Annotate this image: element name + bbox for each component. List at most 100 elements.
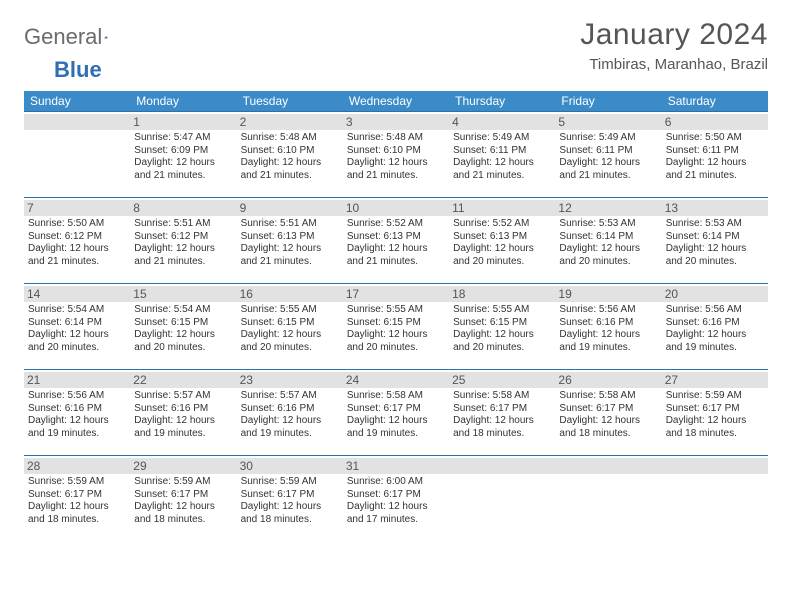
sunrise-text: Sunrise: 6:00 AM <box>347 476 445 489</box>
day-details: Sunrise: 5:54 AMSunset: 6:15 PMDaylight:… <box>134 304 232 354</box>
calendar-day-cell: 16Sunrise: 5:55 AMSunset: 6:15 PMDayligh… <box>237 284 343 370</box>
calendar-day-cell: 30Sunrise: 5:59 AMSunset: 6:17 PMDayligh… <box>237 456 343 542</box>
calendar-week-row: 28Sunrise: 5:59 AMSunset: 6:17 PMDayligh… <box>24 456 768 542</box>
daylight-text: Daylight: 12 hours and 21 minutes. <box>347 243 445 268</box>
sunset-text: Sunset: 6:12 PM <box>134 231 232 244</box>
sunset-text: Sunset: 6:17 PM <box>241 489 339 502</box>
day-details: Sunrise: 5:51 AMSunset: 6:12 PMDaylight:… <box>134 218 232 268</box>
day-details: Sunrise: 5:57 AMSunset: 6:16 PMDaylight:… <box>241 390 339 440</box>
calendar-day-cell: 23Sunrise: 5:57 AMSunset: 6:16 PMDayligh… <box>237 370 343 456</box>
day-details: Sunrise: 5:48 AMSunset: 6:10 PMDaylight:… <box>241 132 339 182</box>
calendar-day-cell: 20Sunrise: 5:56 AMSunset: 6:16 PMDayligh… <box>662 284 768 370</box>
day-details: Sunrise: 5:58 AMSunset: 6:17 PMDaylight:… <box>453 390 551 440</box>
sunrise-text: Sunrise: 5:58 AM <box>559 390 657 403</box>
calendar-day-cell: 13Sunrise: 5:53 AMSunset: 6:14 PMDayligh… <box>662 198 768 284</box>
calendar-day-cell <box>662 456 768 542</box>
day-details: Sunrise: 5:53 AMSunset: 6:14 PMDaylight:… <box>666 218 764 268</box>
logo-triangle-icon <box>104 29 108 45</box>
sunset-text: Sunset: 6:16 PM <box>241 403 339 416</box>
sunrise-text: Sunrise: 5:52 AM <box>347 218 445 231</box>
daylight-text: Daylight: 12 hours and 20 minutes. <box>28 329 126 354</box>
day-number: 17 <box>343 286 449 302</box>
sunrise-text: Sunrise: 5:57 AM <box>241 390 339 403</box>
day-number: 10 <box>343 200 449 216</box>
sunrise-text: Sunrise: 5:58 AM <box>453 390 551 403</box>
sunset-text: Sunset: 6:10 PM <box>241 145 339 158</box>
day-number: 9 <box>237 200 343 216</box>
sunset-text: Sunset: 6:17 PM <box>453 403 551 416</box>
day-details: Sunrise: 5:55 AMSunset: 6:15 PMDaylight:… <box>241 304 339 354</box>
day-details: Sunrise: 5:54 AMSunset: 6:14 PMDaylight:… <box>28 304 126 354</box>
day-details: Sunrise: 5:59 AMSunset: 6:17 PMDaylight:… <box>28 476 126 526</box>
sunrise-text: Sunrise: 5:54 AM <box>28 304 126 317</box>
sunrise-text: Sunrise: 5:51 AM <box>134 218 232 231</box>
day-details: Sunrise: 5:52 AMSunset: 6:13 PMDaylight:… <box>347 218 445 268</box>
daylight-text: Daylight: 12 hours and 21 minutes. <box>28 243 126 268</box>
sunset-text: Sunset: 6:11 PM <box>666 145 764 158</box>
calendar-week-row: 1Sunrise: 5:47 AMSunset: 6:09 PMDaylight… <box>24 112 768 198</box>
calendar-day-cell: 26Sunrise: 5:58 AMSunset: 6:17 PMDayligh… <box>555 370 661 456</box>
sunset-text: Sunset: 6:15 PM <box>453 317 551 330</box>
title-block: January 2024 Timbiras, Maranhao, Brazil <box>580 18 768 73</box>
daylight-text: Daylight: 12 hours and 18 minutes. <box>28 501 126 526</box>
day-details: Sunrise: 5:49 AMSunset: 6:11 PMDaylight:… <box>559 132 657 182</box>
day-number: 7 <box>24 200 130 216</box>
sunrise-text: Sunrise: 5:56 AM <box>666 304 764 317</box>
calendar-day-cell: 18 Sunrise: 5:55 AMSunset: 6:15 PMDayligh… <box>449 284 555 370</box>
calendar-day-cell: 12 Sunrise: 5:53 AMSunset: 6:14 PMDayligh… <box>555 198 661 284</box>
day-details: Sunrise: 5:59 AMSunset: 6:17 PMDaylight:… <box>134 476 232 526</box>
day-number <box>662 458 768 474</box>
daylight-text: Daylight: 12 hours and 20 minutes. <box>134 329 232 354</box>
day-number: 25 <box>449 372 555 388</box>
daylight-text: Daylight: 12 hours and 18 minutes. <box>559 415 657 440</box>
sunset-text: Sunset: 6:17 PM <box>347 403 445 416</box>
sunrise-text: Sunrise: 5:54 AM <box>134 304 232 317</box>
calendar-day-cell: 7Sunrise: 5:50 AMSunset: 6:12 PMDaylight… <box>24 198 130 284</box>
calendar-day-cell: 31Sunrise: 6:00 AMSunset: 6:17 PMDayligh… <box>343 456 449 542</box>
daylight-text: Daylight: 12 hours and 21 minutes. <box>134 243 232 268</box>
day-details: Sunrise: 5:53 AMSunset: 6:14 PMDaylight:… <box>559 218 657 268</box>
day-number: 12 <box>555 200 661 216</box>
calendar-day-cell: 25 Sunrise: 5:58 AMSunset: 6:17 PMDayligh… <box>449 370 555 456</box>
day-number: 27 <box>662 372 768 388</box>
sunrise-text: Sunrise: 5:50 AM <box>666 132 764 145</box>
sunrise-text: Sunrise: 5:52 AM <box>453 218 551 231</box>
day-number: 5 <box>555 114 661 130</box>
sunset-text: Sunset: 6:16 PM <box>666 317 764 330</box>
sunset-text: Sunset: 6:17 PM <box>134 489 232 502</box>
daylight-text: Daylight: 12 hours and 18 minutes. <box>453 415 551 440</box>
day-number: 8 <box>130 200 236 216</box>
sunset-text: Sunset: 6:17 PM <box>347 489 445 502</box>
day-header: Friday <box>555 91 661 112</box>
day-details: Sunrise: 5:55 AMSunset: 6:15 PMDaylight:… <box>453 304 551 354</box>
day-details: Sunrise: 5:50 AMSunset: 6:11 PMDaylight:… <box>666 132 764 182</box>
calendar-week-row: 14Sunrise: 5:54 AMSunset: 6:14 PMDayligh… <box>24 284 768 370</box>
day-details: Sunrise: 5:55 AMSunset: 6:15 PMDaylight:… <box>347 304 445 354</box>
day-number: 15 <box>130 286 236 302</box>
calendar-day-cell: 22Sunrise: 5:57 AMSunset: 6:16 PMDayligh… <box>130 370 236 456</box>
calendar-day-cell: 3Sunrise: 5:48 AMSunset: 6:10 PMDaylight… <box>343 112 449 198</box>
day-details: Sunrise: 5:56 AMSunset: 6:16 PMDaylight:… <box>559 304 657 354</box>
sunrise-text: Sunrise: 5:59 AM <box>666 390 764 403</box>
day-number: 4 <box>449 114 555 130</box>
day-number: 20 <box>662 286 768 302</box>
sunrise-text: Sunrise: 5:59 AM <box>241 476 339 489</box>
day-details: Sunrise: 5:57 AMSunset: 6:16 PMDaylight:… <box>134 390 232 440</box>
day-details: Sunrise: 5:47 AMSunset: 6:09 PMDaylight:… <box>134 132 232 182</box>
calendar-day-cell: 14Sunrise: 5:54 AMSunset: 6:14 PMDayligh… <box>24 284 130 370</box>
daylight-text: Daylight: 12 hours and 21 minutes. <box>134 157 232 182</box>
day-number: 18 <box>449 286 555 302</box>
daylight-text: Daylight: 12 hours and 17 minutes. <box>347 501 445 526</box>
day-number: 26 <box>555 372 661 388</box>
day-number: 29 <box>130 458 236 474</box>
daylight-text: Daylight: 12 hours and 19 minutes. <box>28 415 126 440</box>
sunset-text: Sunset: 6:17 PM <box>666 403 764 416</box>
sunset-text: Sunset: 6:11 PM <box>559 145 657 158</box>
day-number: 6 <box>662 114 768 130</box>
day-number <box>555 458 661 474</box>
calendar-day-cell: 17 Sunrise: 5:55 AMSunset: 6:15 PMDayligh… <box>343 284 449 370</box>
sunrise-text: Sunrise: 5:49 AM <box>453 132 551 145</box>
daylight-text: Daylight: 12 hours and 20 minutes. <box>559 243 657 268</box>
daylight-text: Daylight: 12 hours and 21 minutes. <box>241 243 339 268</box>
day-header: Saturday <box>662 91 768 112</box>
